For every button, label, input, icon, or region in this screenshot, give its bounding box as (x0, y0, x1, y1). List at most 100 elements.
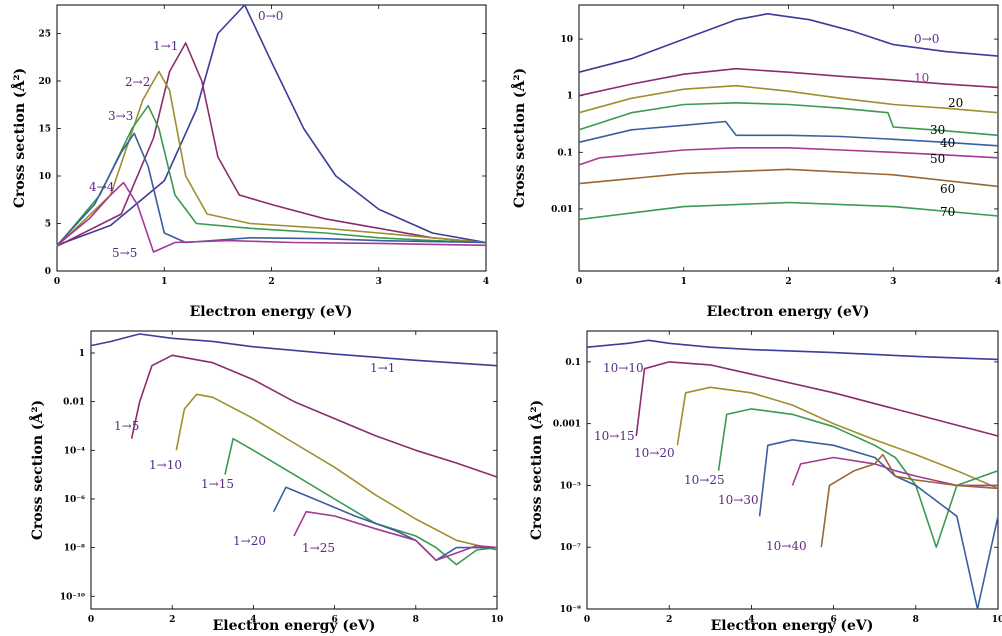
panel-3: 0 2 4 6 8 10 10⁻¹⁰ 10⁻⁸ 10⁻⁶ 10⁻⁴ 0.01 1 Electron e… (28, 330, 503, 634)
series-line (90, 333, 498, 367)
curve-label: 1→5 (114, 419, 139, 433)
y-tick-label: 0.001 (553, 420, 581, 430)
series-line (578, 102, 999, 137)
x-axis-label: Electron energy (eV) (213, 618, 376, 634)
curve-label: 10→15 (594, 429, 635, 443)
series-line (293, 510, 498, 562)
x-tick-label: 4 (483, 277, 489, 287)
series-line (578, 84, 999, 114)
x-tick-label: 0 (584, 615, 590, 625)
curve-label: 1→20 (233, 534, 266, 548)
series-line (130, 354, 498, 478)
x-tick-label: 2 (785, 277, 791, 287)
y-tick-label: 0.1 (557, 148, 573, 158)
axis-ticks: 0 2 4 6 8 10 10⁻⁹ 10⁻⁷ 10⁻⁵ 0.001 0.1 (553, 331, 1002, 625)
x-tick-label: 10 (992, 615, 1002, 625)
panel-4: 0 2 4 6 8 10 10⁻⁹ 10⁻⁷ 10⁻⁵ 0.001 0.1 Electron ene… (527, 330, 1002, 634)
series-line (635, 361, 999, 437)
series-line (578, 201, 999, 221)
curve-label: 2→2 (125, 75, 150, 89)
series-layer (578, 13, 999, 221)
y-tick-label: 10 (560, 35, 573, 45)
series-line (586, 339, 999, 361)
panel-1: 0 1 2 3 4 0 5 10 15 20 25 Electron energy (eV) Cro… (10, 4, 489, 320)
series-line (175, 393, 498, 551)
series-line (56, 181, 487, 253)
series-line (676, 386, 999, 490)
x-tick-label: 4 (995, 277, 1001, 287)
x-tick-label: 3 (376, 277, 382, 287)
y-tick-label: 10⁻⁶ (64, 495, 85, 505)
x-tick-label: 0 (576, 277, 582, 287)
curve-label: 1→1 (370, 361, 395, 375)
x-tick-label: 0 (88, 615, 94, 625)
x-tick-label: 1 (161, 277, 167, 287)
x-tick-label: 3 (890, 277, 896, 287)
series-line (578, 13, 999, 73)
curve-label: 60 (940, 182, 955, 196)
curve-label: 10→40 (766, 539, 807, 553)
x-axis-label: Electron energy (eV) (190, 304, 353, 320)
curve-label: 1→15 (201, 477, 234, 491)
x-tick-label: 1 (681, 277, 687, 287)
y-axis-label: Cross section (Å²) (510, 68, 528, 208)
curve-label: 3→3 (108, 109, 133, 123)
y-tick-label: 25 (38, 30, 51, 40)
series-line (56, 132, 487, 246)
plot-frame (90, 330, 498, 610)
curve-label: 10→25 (684, 473, 725, 487)
y-tick-label: 10⁻⁸ (64, 544, 85, 554)
series-layer (90, 333, 498, 566)
x-tick-label: 6 (331, 615, 337, 625)
x-tick-label: 8 (913, 615, 919, 625)
plot-frame (586, 330, 999, 610)
x-tick-label: 2 (268, 277, 274, 287)
series-line (56, 4, 487, 247)
series-line (820, 453, 999, 548)
axis-ticks: 0 2 4 6 8 10 10⁻¹⁰ 10⁻⁸ 10⁻⁶ 10⁻⁴ 0.01 1 (60, 331, 503, 625)
curve-label: 0→0 (914, 32, 939, 46)
curve-label: 10 (914, 71, 929, 85)
y-tick-label: 0.1 (565, 358, 581, 368)
curve-label: 1→10 (149, 458, 182, 472)
y-tick-label: 15 (38, 125, 51, 135)
curve-label: 5→5 (112, 246, 137, 260)
curve-label: 20 (948, 96, 963, 110)
curve-label: 10→10 (603, 361, 644, 375)
series-line (578, 168, 999, 188)
panel-2: 0 1 2 3 4 0.01 0.1 1 10 Electron energy (eV) Cro… (510, 4, 1001, 320)
y-tick-label: 10⁻⁷ (560, 543, 581, 553)
series-line (578, 120, 999, 147)
series-line (56, 104, 487, 247)
curve-label: 70 (940, 205, 955, 219)
y-tick-label: 10 (38, 172, 51, 182)
x-tick-label: 0 (54, 277, 60, 287)
curve-label: 30 (930, 123, 945, 137)
y-tick-label: 10⁻⁹ (560, 605, 581, 615)
series-line (717, 408, 999, 548)
series-line (272, 486, 497, 562)
x-tick-label: 6 (830, 615, 836, 625)
series-line (578, 67, 999, 97)
curve-label: 10→30 (718, 493, 759, 507)
y-tick-label: 5 (45, 220, 51, 230)
y-tick-label: 10⁻¹⁰ (60, 592, 85, 602)
series-layer (586, 339, 999, 610)
x-tick-label: 10 (491, 615, 504, 625)
curve-label: 0→0 (258, 9, 283, 23)
series-line (56, 70, 487, 247)
x-tick-label: 4 (250, 615, 256, 625)
x-tick-label: 4 (748, 615, 754, 625)
x-tick-label: 2 (666, 615, 672, 625)
curve-label: 10→20 (634, 446, 675, 460)
y-tick-label: 20 (38, 77, 51, 87)
plot-frame (56, 4, 487, 272)
x-tick-label: 8 (413, 615, 419, 625)
curve-label: 1→25 (302, 541, 335, 555)
y-tick-label: 0.01 (551, 205, 573, 215)
y-tick-label: 0 (45, 267, 51, 277)
y-axis-label: Cross section (Å²) (527, 400, 545, 540)
axis-ticks: 0 1 2 3 4 0.01 0.1 1 10 (551, 5, 1001, 287)
curve-label: 4→4 (89, 180, 115, 194)
